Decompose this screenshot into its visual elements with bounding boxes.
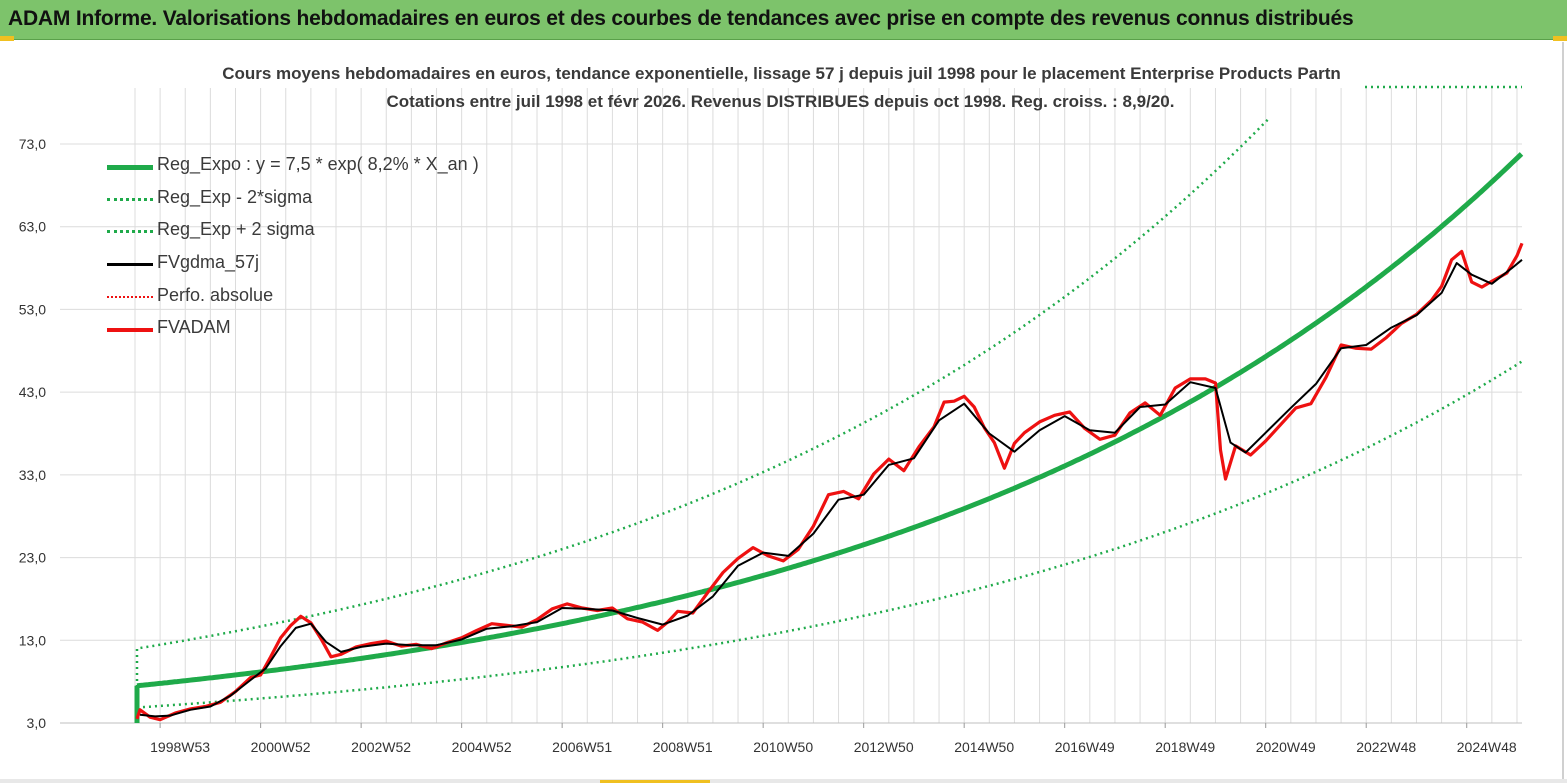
legend-swatch (107, 263, 153, 267)
header-banner: ADAM Informe. Valorisations hebdomadaire… (0, 0, 1567, 40)
fvadam-line (135, 242, 1524, 722)
legend-label: Reg_Expo : y = 7,5 * exp( 8,2% * X_an ) (157, 154, 479, 174)
corner-accent-right (1553, 36, 1567, 41)
chart-series (134, 85, 1524, 723)
x-tick-label: 2008W51 (653, 739, 713, 755)
x-tick-label: 2020W49 (1256, 739, 1316, 755)
x-tick-label: 2000W52 (251, 739, 311, 755)
y-tick-label: 53,0 (19, 301, 46, 317)
page-title: ADAM Informe. Valorisations hebdomadaire… (8, 7, 1354, 30)
reg-minus-2sigma-line (136, 360, 1523, 709)
corner-accent-left (0, 36, 14, 41)
x-tick-label: 2014W50 (954, 739, 1014, 755)
legend-label: FVgdma_57j (157, 252, 260, 273)
x-tick-label: 2004W52 (452, 739, 512, 755)
x-tick-label: 2018W49 (1155, 739, 1215, 755)
legend-label: Reg_Exp - 2*sigma (157, 186, 313, 207)
x-tick-label: 2002W52 (351, 739, 411, 755)
chart-subtitle: Cotations entre juil 1998 et févr 2026. … (386, 92, 1175, 111)
x-tick-label: 1998W53 (150, 739, 210, 755)
legend-swatch (107, 165, 153, 170)
y-tick-label: 23,0 (19, 550, 46, 566)
legend-swatch (107, 295, 153, 298)
reg-expo-line (134, 152, 1524, 723)
x-axis: 1998W53 2000W52 2002W52 2004W52 2006W51 2008W… (150, 723, 1517, 755)
bottom-accent (600, 780, 710, 783)
y-tick-label: 13,0 (19, 632, 46, 648)
y-tick-label: 43,0 (19, 384, 46, 400)
y-tick-label: 63,0 (19, 219, 46, 235)
y-tick-label: 3,0 (27, 715, 47, 731)
right-edge (1562, 42, 1564, 780)
reg-plus-2sigma-line (135, 118, 1269, 723)
legend-swatch (107, 328, 153, 333)
fvgdma-57j-line (139, 259, 1523, 718)
legend-label: Perfo. absolue (157, 284, 274, 305)
bottom-strip (0, 779, 1567, 783)
x-tick-label: 2006W51 (552, 739, 612, 755)
chart-title: Cours moyens hebdomadaires en euros, ten… (222, 64, 1341, 83)
chart-grid (60, 88, 1522, 724)
x-tick-label: 2022W48 (1356, 739, 1416, 755)
y-axis: 73,0 63,0 53,0 43,0 33,0 23,0 13,0 3,0 (19, 136, 46, 731)
x-tick-label: 2012W50 (854, 739, 914, 755)
legend-swatch (107, 230, 153, 234)
x-tick-label: 2010W50 (753, 739, 813, 755)
y-tick-label: 33,0 (19, 467, 46, 483)
x-tick-label: 2024W48 (1457, 739, 1517, 755)
legend-label: Reg_Exp + 2 sigma (157, 219, 315, 240)
legend-label: FVADAM (157, 317, 231, 338)
legend-swatch (107, 197, 153, 201)
x-tick-label: 2016W49 (1055, 739, 1115, 755)
y-tick-label: 73,0 (19, 136, 46, 152)
